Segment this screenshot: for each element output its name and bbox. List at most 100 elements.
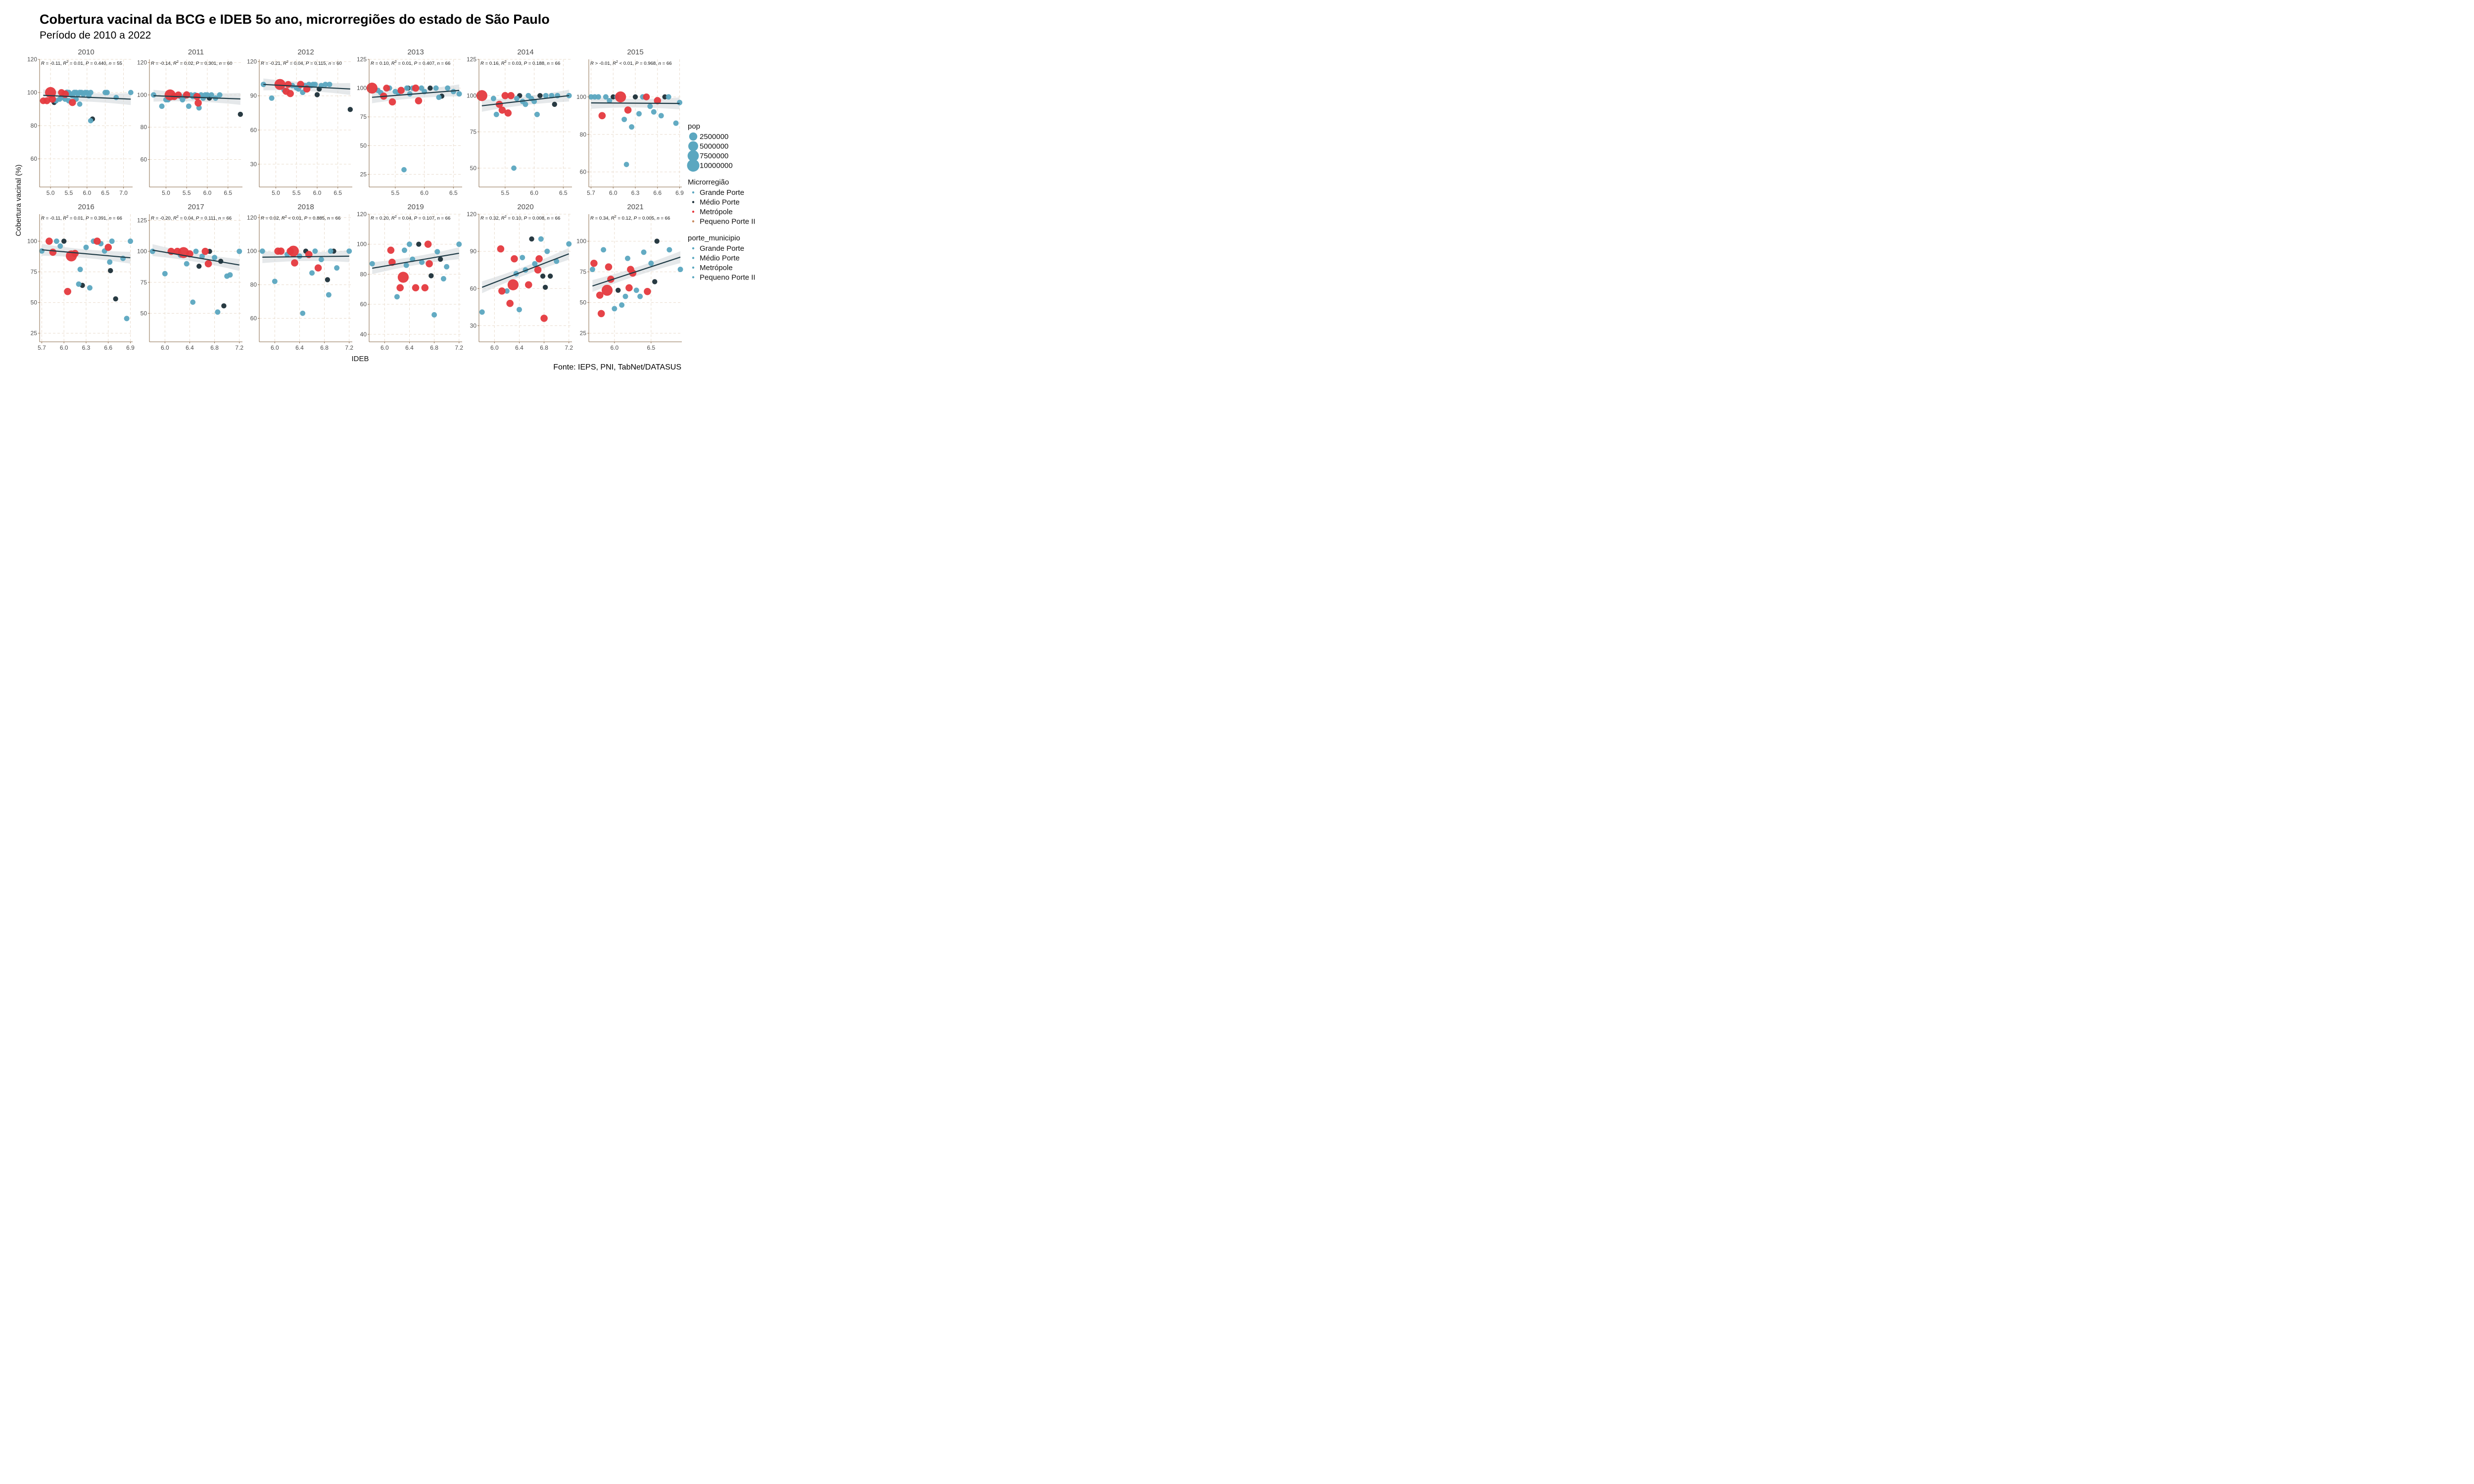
data-point: [625, 284, 633, 292]
data-point: [436, 94, 442, 100]
data-point: [641, 249, 647, 255]
y-tick-label: 120: [137, 59, 147, 66]
data-point: [227, 272, 233, 278]
x-tick-label: 6.0: [83, 189, 91, 196]
data-point: [49, 248, 57, 256]
data-point: [552, 101, 557, 107]
data-point: [428, 85, 433, 91]
y-tick-label: 80: [250, 281, 257, 288]
chart-subtitle: Período de 2010 a 2022: [40, 30, 151, 41]
data-point: [404, 85, 410, 91]
data-point: [601, 247, 607, 253]
regression-line: [263, 84, 350, 90]
x-tick-label: 5.5: [292, 189, 301, 196]
regression-line: [152, 249, 239, 266]
data-point: [497, 245, 505, 253]
x-tick-label: 6.8: [430, 344, 438, 351]
panel-title: 2018: [297, 203, 314, 211]
data-point: [369, 261, 375, 267]
x-tick-label: 6.4: [405, 344, 414, 351]
data-point: [624, 106, 632, 114]
data-point: [529, 236, 534, 242]
regression-line: [153, 95, 240, 100]
y-tick-label: 60: [250, 315, 257, 322]
data-point: [190, 299, 196, 305]
data-point: [193, 248, 199, 254]
data-point: [196, 264, 202, 269]
stats-annotation: R = 0.20, R2 = 0.04, P = 0.107, n = 66: [371, 215, 450, 221]
faceted-scatter-chart: 2010 R = -0.11, R2 = 0.01, P = 0.440, n =…: [14, 48, 756, 363]
y-tick-label: 100: [27, 238, 37, 245]
data-point: [479, 309, 485, 315]
x-tick-label: 6.5: [449, 189, 458, 196]
panel-2013: 2013 R = 0.10, R2 = 0.01, P = 0.407, n = …: [357, 48, 462, 196]
y-tick-label: 120: [27, 56, 37, 63]
y-tick-label: 80: [360, 271, 367, 278]
x-tick-label: 7.2: [565, 344, 573, 351]
data-point: [622, 293, 628, 299]
regression-line: [43, 94, 131, 100]
y-tick-label: 60: [470, 285, 477, 292]
data-point: [346, 248, 352, 254]
data-point: [193, 93, 201, 100]
legend-label: Grande Porte: [700, 188, 744, 197]
data-point: [104, 90, 110, 95]
data-point: [444, 264, 450, 270]
data-point: [323, 82, 329, 88]
data-point: [272, 278, 278, 284]
y-tick-label: 50: [31, 299, 38, 306]
data-point: [53, 238, 59, 244]
data-point: [274, 79, 285, 90]
data-point: [493, 111, 499, 117]
y-tick-label: 100: [467, 92, 476, 99]
legend-size-key: [688, 141, 699, 151]
data-point: [45, 87, 56, 98]
panel-title: 2012: [297, 48, 314, 56]
data-point: [314, 92, 320, 97]
data-point: [287, 245, 299, 257]
legend-color-key: [692, 191, 695, 194]
data-point: [629, 124, 635, 130]
data-point: [434, 249, 440, 255]
y-tick-label: 120: [467, 211, 476, 218]
y-tick-label: 50: [141, 310, 147, 317]
chart-caption: Fonte: IEPS, PNI, TabNet/DATASUS: [553, 363, 681, 371]
data-point: [69, 98, 76, 106]
data-point: [57, 243, 63, 249]
data-point: [394, 294, 400, 300]
data-point: [566, 241, 572, 247]
data-point: [673, 120, 679, 126]
x-tick-label: 6.9: [675, 189, 684, 196]
data-point: [325, 277, 331, 282]
data-point: [314, 264, 322, 272]
x-tick-label: 6.3: [631, 189, 640, 196]
data-point: [312, 82, 318, 88]
x-tick-label: 7.0: [119, 189, 128, 196]
x-tick-label: 5.0: [272, 189, 280, 196]
data-point: [440, 276, 446, 281]
data-point: [537, 93, 543, 98]
stats-annotation: R = -0.11, R2 = 0.01, P = 0.440, n = 55: [41, 60, 122, 66]
data-point: [388, 98, 396, 106]
data-point: [113, 296, 118, 302]
data-point: [615, 91, 626, 102]
regression-line: [481, 95, 570, 106]
data-point: [535, 255, 543, 263]
data-point: [128, 238, 133, 244]
panel-2011: 2011 R = -0.14, R2 = 0.02, P = 0.301, n =…: [137, 48, 243, 196]
data-point: [504, 288, 510, 294]
data-point: [64, 287, 71, 295]
data-point: [401, 247, 407, 253]
y-tick-label: 40: [360, 331, 367, 338]
regression-line: [592, 256, 681, 287]
data-point: [76, 281, 82, 287]
stats-annotation: R = -0.20, R2 = 0.04, P = 0.111, n = 66: [151, 215, 232, 221]
x-tick-label: 5.7: [38, 344, 46, 351]
x-tick-label: 6.0: [60, 344, 68, 351]
data-point: [666, 94, 671, 100]
legend-label: 2500000: [700, 133, 728, 141]
data-point: [328, 248, 333, 254]
data-point: [416, 241, 422, 247]
panel-title: 2014: [517, 48, 533, 56]
data-point: [495, 100, 503, 108]
